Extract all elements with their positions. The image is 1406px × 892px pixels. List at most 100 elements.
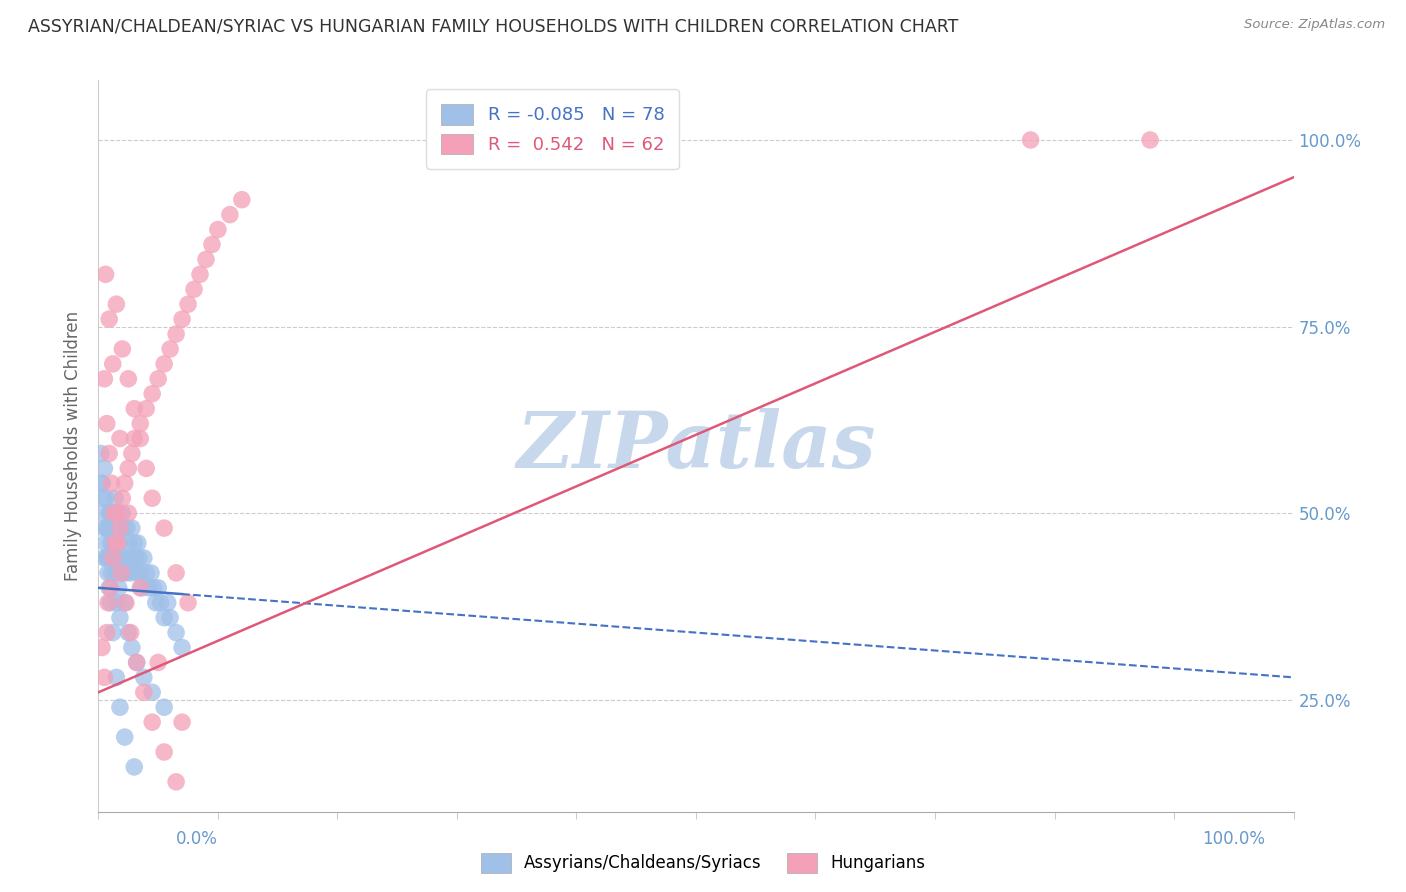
Point bbox=[108, 610, 131, 624]
Legend: Assyrians/Chaldeans/Syriacs, Hungarians: Assyrians/Chaldeans/Syriacs, Hungarians bbox=[474, 847, 932, 880]
Point bbox=[141, 491, 163, 506]
Point bbox=[148, 581, 170, 595]
Point bbox=[129, 566, 152, 580]
Point bbox=[129, 417, 152, 431]
Point bbox=[121, 521, 143, 535]
Point bbox=[148, 372, 170, 386]
Point bbox=[111, 342, 134, 356]
Legend: R = -0.085   N = 78, R =  0.542   N = 62: R = -0.085 N = 78, R = 0.542 N = 62 bbox=[426, 89, 679, 169]
Point bbox=[1019, 133, 1042, 147]
Point bbox=[96, 521, 118, 535]
Point bbox=[135, 566, 157, 580]
Text: Source: ZipAtlas.com: Source: ZipAtlas.com bbox=[1244, 18, 1385, 31]
Point bbox=[105, 297, 128, 311]
Point bbox=[111, 506, 134, 520]
Point bbox=[177, 596, 200, 610]
Point bbox=[124, 760, 146, 774]
Point bbox=[91, 476, 114, 491]
Point bbox=[188, 268, 211, 282]
Point bbox=[91, 476, 114, 491]
Point bbox=[159, 610, 181, 624]
Point bbox=[111, 491, 134, 506]
Point bbox=[97, 566, 120, 580]
Point bbox=[98, 581, 122, 595]
Point bbox=[195, 252, 218, 267]
Point bbox=[117, 536, 139, 550]
Point bbox=[129, 432, 152, 446]
Point bbox=[114, 476, 136, 491]
Point bbox=[120, 566, 142, 580]
Point bbox=[128, 551, 150, 566]
Point bbox=[156, 596, 179, 610]
Y-axis label: Family Households with Children: Family Households with Children bbox=[63, 311, 82, 581]
Point bbox=[94, 268, 117, 282]
Point bbox=[107, 581, 129, 595]
Point bbox=[103, 506, 125, 520]
Text: ZIPatlas: ZIPatlas bbox=[516, 408, 876, 484]
Point bbox=[132, 551, 155, 566]
Point bbox=[141, 715, 163, 730]
Point bbox=[153, 745, 176, 759]
Point bbox=[115, 596, 138, 610]
Point bbox=[105, 596, 128, 610]
Point bbox=[97, 596, 120, 610]
Point bbox=[124, 536, 146, 550]
Point bbox=[219, 208, 242, 222]
Point bbox=[93, 670, 115, 684]
Point bbox=[141, 685, 163, 699]
Point bbox=[122, 551, 145, 566]
Point bbox=[165, 326, 187, 341]
Point bbox=[107, 536, 129, 550]
Point bbox=[153, 610, 176, 624]
Point bbox=[183, 282, 205, 296]
Point bbox=[165, 775, 187, 789]
Point bbox=[124, 432, 146, 446]
Point bbox=[207, 222, 229, 236]
Point bbox=[104, 536, 127, 550]
Point bbox=[153, 357, 176, 371]
Point bbox=[91, 506, 114, 520]
Point bbox=[93, 461, 115, 475]
Point bbox=[148, 656, 170, 670]
Point bbox=[98, 536, 122, 550]
Point bbox=[172, 312, 194, 326]
Point bbox=[94, 536, 117, 550]
Point bbox=[129, 581, 152, 595]
Point bbox=[149, 596, 172, 610]
Text: 0.0%: 0.0% bbox=[176, 830, 218, 847]
Point bbox=[153, 700, 176, 714]
Point bbox=[108, 700, 131, 714]
Point bbox=[121, 446, 143, 460]
Point bbox=[159, 342, 181, 356]
Point bbox=[141, 386, 163, 401]
Text: ASSYRIAN/CHALDEAN/SYRIAC VS HUNGARIAN FAMILY HOUSEHOLDS WITH CHILDREN CORRELATIO: ASSYRIAN/CHALDEAN/SYRIAC VS HUNGARIAN FA… bbox=[28, 18, 959, 36]
Point bbox=[132, 670, 155, 684]
Point bbox=[145, 596, 167, 610]
Point bbox=[125, 566, 148, 580]
Point bbox=[135, 401, 157, 416]
Point bbox=[117, 461, 139, 475]
Point bbox=[98, 506, 121, 520]
Point bbox=[125, 656, 148, 670]
Point bbox=[117, 372, 139, 386]
Point bbox=[172, 715, 194, 730]
Point bbox=[101, 506, 124, 520]
Point bbox=[98, 596, 122, 610]
Point bbox=[110, 566, 132, 580]
Point bbox=[98, 446, 121, 460]
Point bbox=[101, 551, 124, 566]
Point bbox=[97, 521, 120, 535]
Point bbox=[98, 581, 121, 595]
Point bbox=[112, 521, 135, 535]
Point bbox=[96, 625, 118, 640]
Point bbox=[114, 551, 136, 566]
Point bbox=[177, 297, 200, 311]
Point bbox=[93, 521, 115, 535]
Point bbox=[110, 566, 132, 580]
Point bbox=[165, 566, 187, 580]
Point bbox=[103, 536, 125, 550]
Point bbox=[231, 193, 253, 207]
Point bbox=[100, 476, 122, 491]
Point bbox=[107, 506, 129, 520]
Point bbox=[138, 581, 160, 595]
